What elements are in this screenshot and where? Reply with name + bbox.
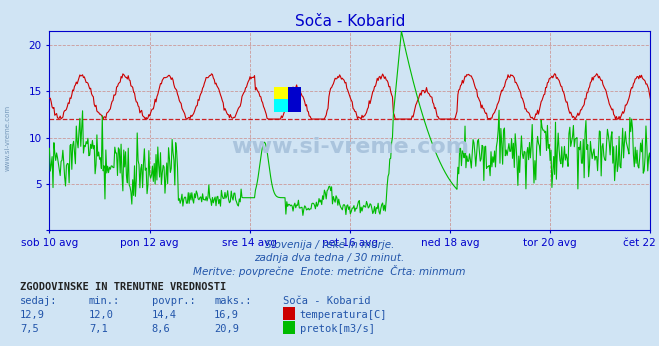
Bar [288,86,301,112]
Text: min.:: min.: [89,296,120,306]
Text: 16,9: 16,9 [214,310,239,320]
Text: maks.:: maks.: [214,296,252,306]
Text: 7,5: 7,5 [20,324,38,334]
Bar [274,99,288,112]
Text: zadnja dva tedna / 30 minut.: zadnja dva tedna / 30 minut. [254,253,405,263]
Text: temperatura[C]: temperatura[C] [300,310,387,320]
Bar [274,86,288,99]
Text: 12,9: 12,9 [20,310,45,320]
Text: www.si-vreme.com: www.si-vreme.com [231,137,469,156]
Text: 8,6: 8,6 [152,324,170,334]
Text: povpr.:: povpr.: [152,296,195,306]
Text: pretok[m3/s]: pretok[m3/s] [300,324,375,334]
Text: sedaj:: sedaj: [20,296,57,306]
Text: 7,1: 7,1 [89,324,107,334]
Text: 12,0: 12,0 [89,310,114,320]
Text: 14,4: 14,4 [152,310,177,320]
Title: Soča - Kobarid: Soča - Kobarid [295,13,405,29]
Text: www.si-vreme.com: www.si-vreme.com [5,105,11,172]
Text: Slovenija / reke in morje.: Slovenija / reke in morje. [265,240,394,251]
Text: Soča - Kobarid: Soča - Kobarid [283,296,371,306]
Text: 20,9: 20,9 [214,324,239,334]
Text: Meritve: povprečne  Enote: metrične  Črta: minmum: Meritve: povprečne Enote: metrične Črta:… [193,265,466,277]
Text: ZGODOVINSKE IN TRENUTNE VREDNOSTI: ZGODOVINSKE IN TRENUTNE VREDNOSTI [20,282,226,292]
